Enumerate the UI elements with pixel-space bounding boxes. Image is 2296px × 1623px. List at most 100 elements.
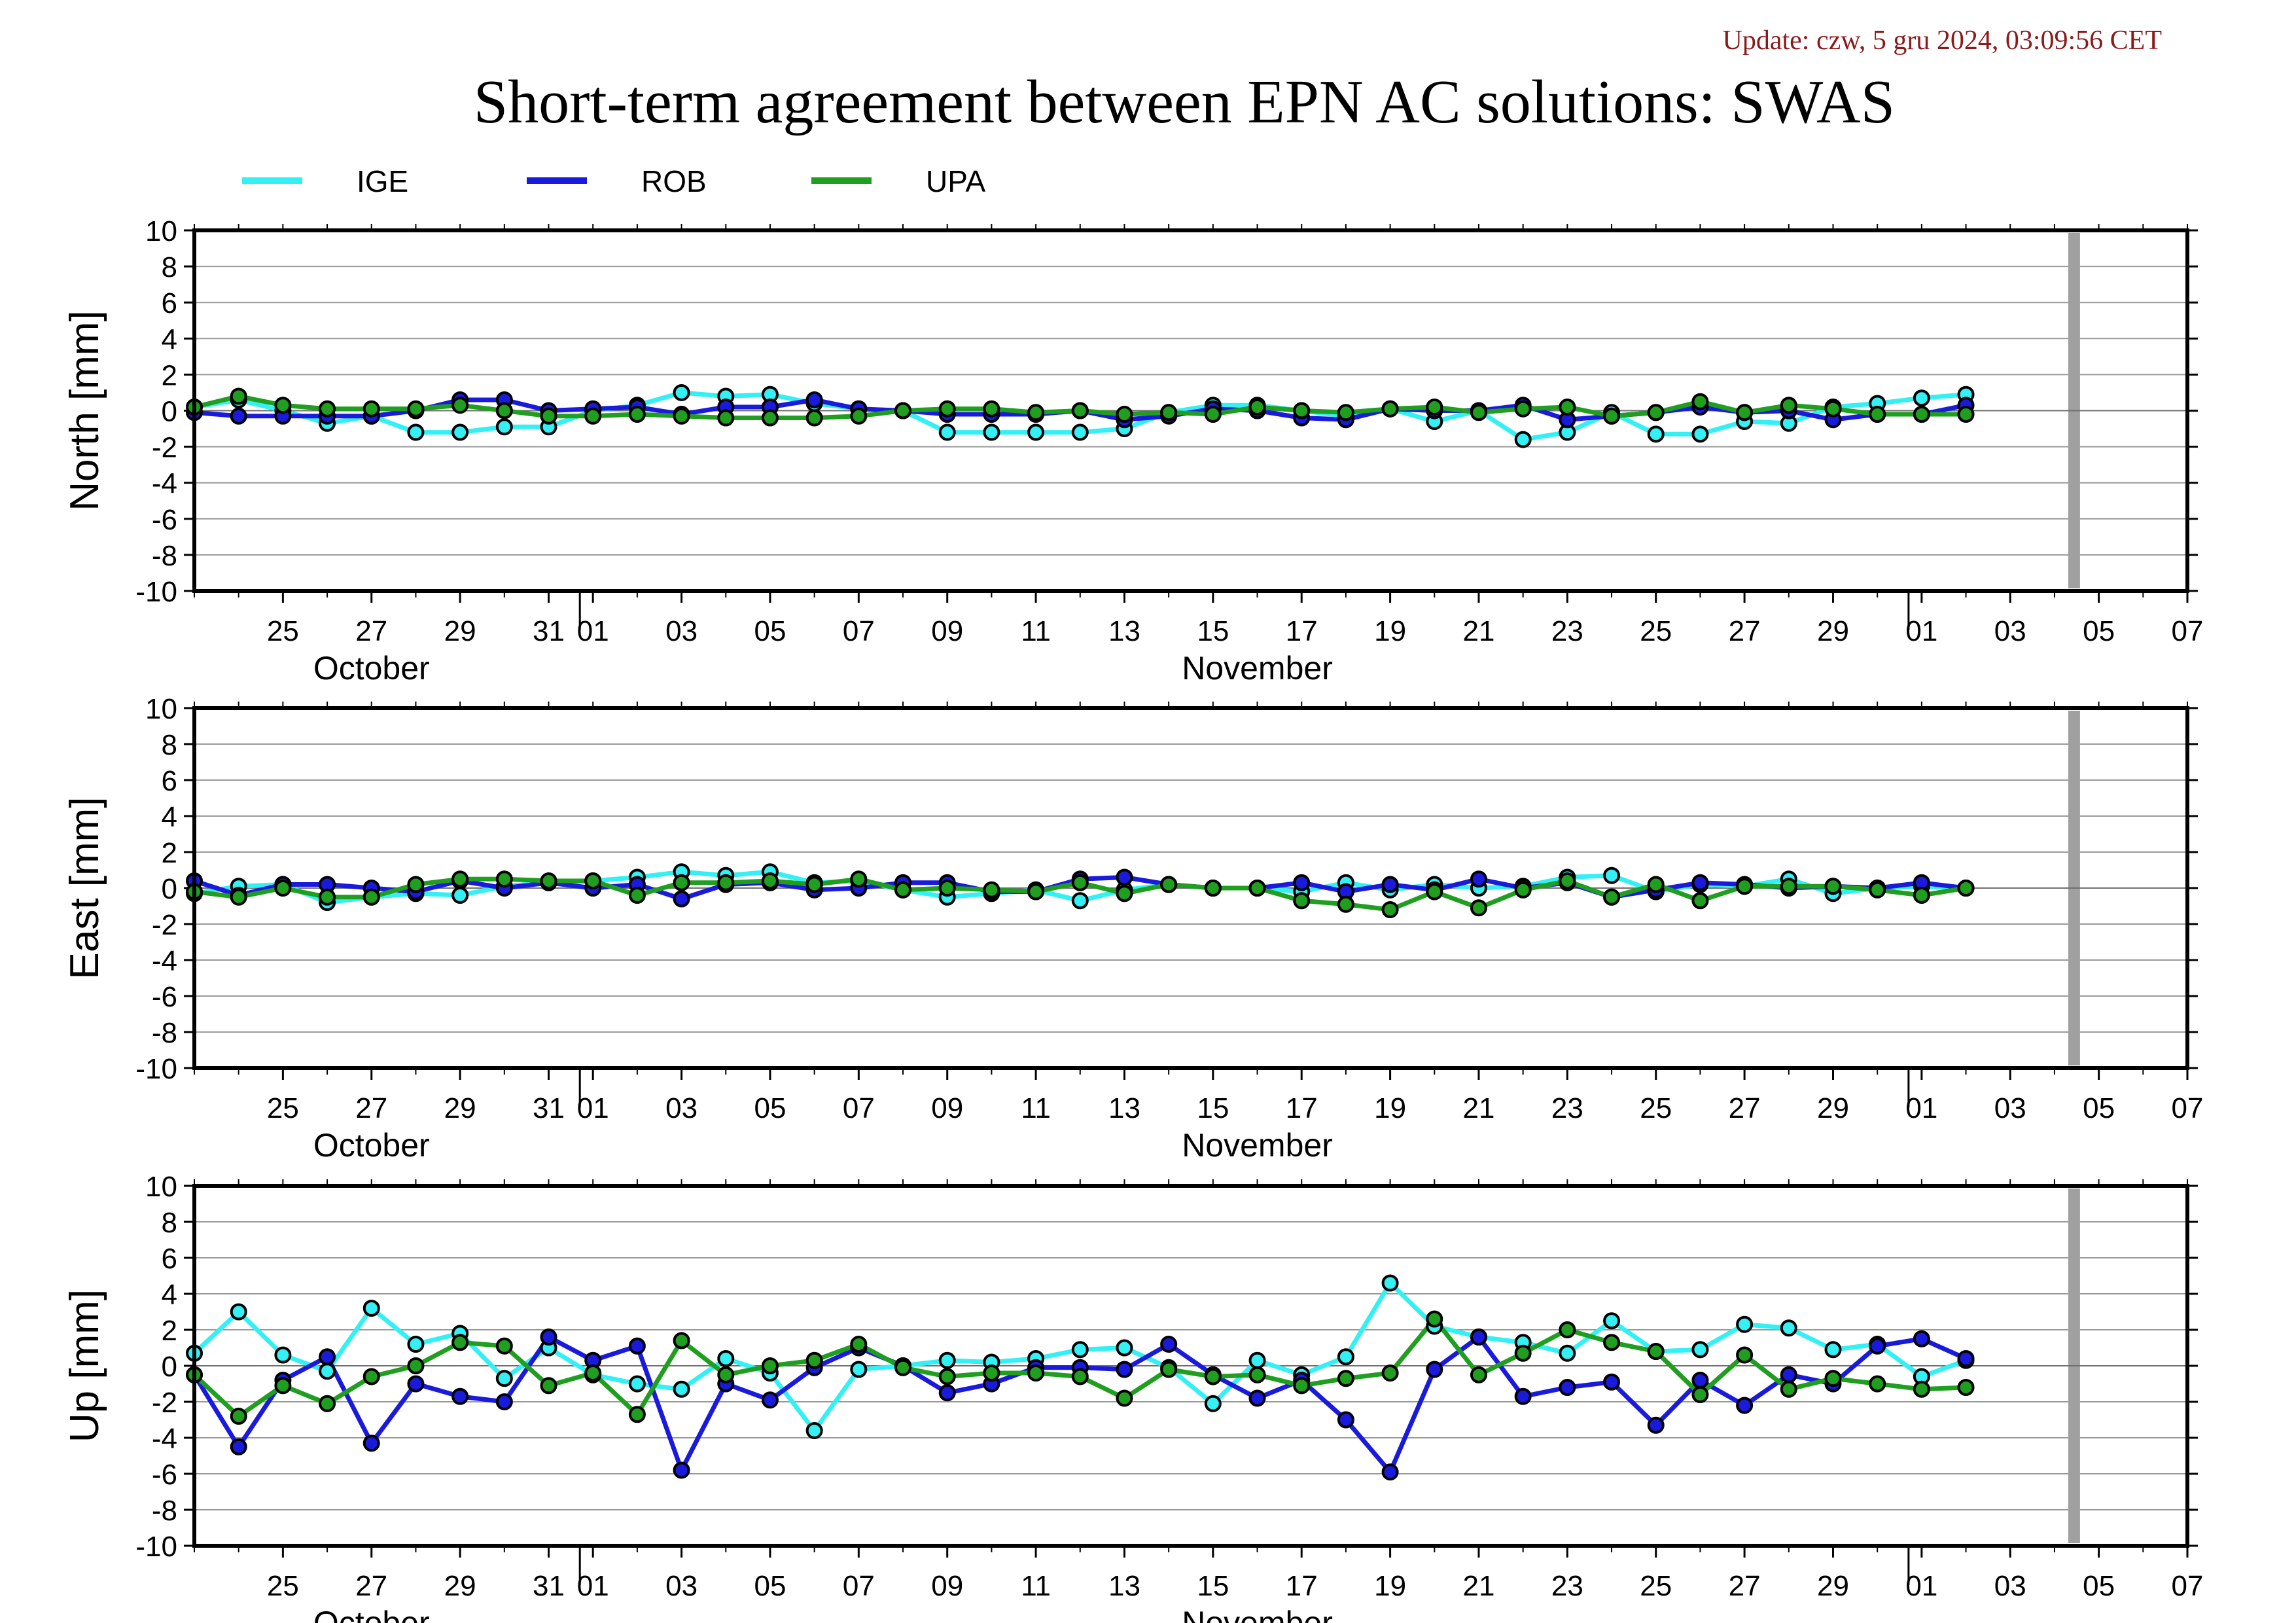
x-tick-label: 25 xyxy=(1640,1570,1672,1602)
point-rob xyxy=(1736,1397,1754,1414)
point-upa xyxy=(894,402,912,419)
point-rob xyxy=(673,1461,690,1479)
point-rob xyxy=(495,1393,513,1410)
point-ige xyxy=(407,1336,425,1353)
point-upa xyxy=(805,1351,823,1369)
y-tick-label: 4 xyxy=(162,801,177,833)
point-ige xyxy=(451,887,469,904)
point-upa xyxy=(1426,883,1443,901)
point-upa xyxy=(894,1359,912,1376)
x-tick-label: 01 xyxy=(1905,615,1937,647)
x-tick-label: 19 xyxy=(1374,615,1406,647)
x-tick-label: 25 xyxy=(267,615,299,647)
y-tick-label: 2 xyxy=(162,837,177,869)
point-upa xyxy=(1470,899,1487,917)
point-upa xyxy=(673,1332,690,1349)
point-ige xyxy=(1337,1348,1354,1366)
y-tick-label: 4 xyxy=(162,323,177,355)
x-tick-label: 05 xyxy=(754,1570,786,1602)
point-upa xyxy=(761,409,779,427)
x-tick-label: 23 xyxy=(1551,1570,1583,1602)
point-upa xyxy=(1027,1364,1045,1382)
x-tick-label: 31 xyxy=(533,615,565,647)
x-tick-label: 29 xyxy=(444,615,476,647)
y-tick-label: 8 xyxy=(162,251,177,283)
point-upa xyxy=(1514,400,1532,418)
y-axis-label: Up [mm] xyxy=(62,1289,107,1442)
point-upa xyxy=(1691,892,1709,910)
x-tick-label: 21 xyxy=(1463,1092,1495,1124)
point-rob xyxy=(1780,1366,1797,1383)
plot-frame xyxy=(192,228,2189,593)
point-upa xyxy=(983,400,1000,418)
point-upa xyxy=(1160,1361,1178,1378)
point-ige xyxy=(1559,1344,1576,1362)
point-upa xyxy=(407,876,425,893)
point-upa xyxy=(894,881,912,899)
point-upa xyxy=(362,400,380,418)
y-tick-label: 8 xyxy=(162,1207,177,1239)
x-tick-label: 05 xyxy=(2083,615,2115,647)
point-ige xyxy=(850,1361,868,1378)
x-tick-label: 01 xyxy=(577,1570,609,1602)
point-upa xyxy=(1691,1386,1709,1403)
point-upa xyxy=(584,407,602,425)
point-upa xyxy=(1869,1375,1886,1393)
month-label: November xyxy=(1182,1127,1333,1164)
point-upa xyxy=(628,1406,646,1423)
point-rob xyxy=(1116,1361,1133,1378)
x-tick-label: 07 xyxy=(843,1092,875,1124)
legend-label-upa: UPA xyxy=(926,164,986,198)
y-tick-label: -8 xyxy=(152,540,177,572)
point-ige xyxy=(362,1300,380,1317)
point-upa xyxy=(1293,1377,1311,1395)
point-upa xyxy=(362,888,380,906)
point-upa xyxy=(1204,1368,1222,1385)
y-tick-label: 2 xyxy=(162,359,177,391)
y-tick-label: -4 xyxy=(152,1423,177,1455)
point-rob xyxy=(362,1435,380,1452)
y-tick-label: 0 xyxy=(162,873,177,905)
point-rob xyxy=(938,1384,956,1402)
point-ige xyxy=(1071,892,1089,910)
point-upa xyxy=(1071,402,1089,419)
x-tick-label: 03 xyxy=(665,615,698,647)
point-ige xyxy=(1824,1341,1842,1359)
point-ige xyxy=(1248,1351,1266,1369)
point-upa xyxy=(1204,406,1222,423)
point-upa xyxy=(983,881,1000,899)
point-upa xyxy=(1071,1368,1089,1385)
point-upa xyxy=(1160,876,1178,893)
y-tick-label: 6 xyxy=(162,287,177,319)
point-ige xyxy=(1027,423,1045,441)
point-upa xyxy=(1603,888,1621,906)
point-upa xyxy=(938,880,956,897)
point-upa xyxy=(362,1368,380,1385)
x-tick-label: 25 xyxy=(1640,1092,1672,1124)
point-upa xyxy=(717,409,735,427)
point-upa xyxy=(1824,400,1842,418)
point-upa xyxy=(1913,887,1930,904)
point-upa xyxy=(983,1364,1000,1382)
x-tick-label: 03 xyxy=(1994,1092,2026,1124)
point-rob xyxy=(319,1348,336,1366)
x-tick-label: 27 xyxy=(1729,1570,1761,1602)
point-rob xyxy=(1559,1379,1576,1396)
y-tick-label: -10 xyxy=(135,1531,177,1563)
point-upa xyxy=(1603,1334,1621,1351)
x-tick-label: 09 xyxy=(931,1570,963,1602)
month-label: November xyxy=(1182,1605,1333,1623)
point-upa xyxy=(1913,1380,1930,1398)
x-tick-label: 29 xyxy=(444,1570,476,1602)
point-ige xyxy=(1647,425,1665,443)
point-rob xyxy=(1603,1373,1621,1391)
point-upa xyxy=(1248,1366,1266,1383)
point-upa xyxy=(850,870,868,888)
x-tick-label: 15 xyxy=(1197,1570,1229,1602)
point-upa xyxy=(1869,406,1886,423)
y-tick-label: -6 xyxy=(152,504,177,536)
point-rob xyxy=(1381,1463,1399,1481)
point-rob xyxy=(1514,1387,1532,1405)
point-upa xyxy=(1824,1370,1842,1387)
